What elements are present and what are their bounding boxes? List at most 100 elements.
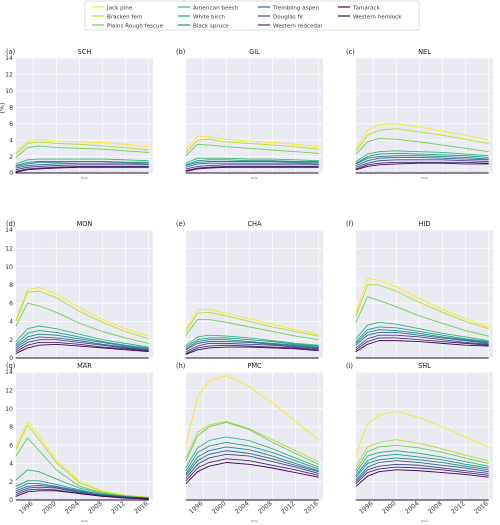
series-line-black-spruce [185, 446, 319, 474]
plot-area [186, 58, 323, 173]
series-line-western-redcedar [15, 342, 149, 353]
series-line-trembling-aspen [15, 336, 149, 351]
legend-label: Douglas fir [273, 14, 304, 20]
plot-area [16, 230, 153, 358]
series-line-trembling-aspen [355, 460, 489, 481]
series-line-douglas-fir [355, 159, 489, 168]
series-line-tamarack [15, 343, 149, 354]
y-tick-label: 14 [5, 369, 13, 376]
y-tick-label: 12 [5, 72, 13, 79]
y-tick-label: 6 [9, 300, 13, 307]
series-line-western-redcedar [185, 165, 319, 171]
x-tick-label: 2012 [280, 500, 297, 516]
series-line-bracken-fern [15, 424, 149, 498]
series-line-trembling-aspen [185, 162, 319, 168]
x-axis-label: time [81, 176, 88, 180]
plot-area [356, 372, 493, 500]
panel-letter: (e) [176, 220, 185, 228]
series-line-douglas-fir [185, 164, 319, 170]
legend-item-plains-rough-fescue: Plains Rough fescue [92, 23, 164, 29]
series-line-american-beech [185, 334, 319, 346]
series-line-jack-pine [15, 287, 149, 337]
series-line-trembling-aspen [355, 331, 489, 346]
series-line-bracken-fern [185, 311, 319, 337]
series-line-bracken-fern [185, 420, 319, 463]
panel-mar: 0 2 4 6 8 10 12 14 1996 2000 2004 2008 2012 2016 (g) MA… [5, 362, 153, 523]
x-tick-label: 2008 [87, 500, 104, 516]
y-tick-label: 12 [5, 387, 13, 394]
legend-box [84, 0, 420, 31]
x-axis-label: time [421, 519, 428, 523]
y-tick-label: 0 [9, 170, 13, 177]
y-tick-label: 10 [5, 264, 13, 271]
legend-label: Plains Rough fescue [107, 23, 164, 29]
panel-mon: 0 2 4 6 8 10 12 14(d) MON time [5, 220, 153, 365]
series-line-jack-pine [185, 309, 319, 335]
x-axis-label: time [251, 361, 258, 365]
series-line-western-redcedar [185, 458, 319, 482]
series-line-american-beech [355, 321, 489, 342]
series-line-white-birch [185, 159, 319, 166]
series-line-white-birch [355, 152, 489, 164]
panel-nel: (c) NEL time [346, 48, 493, 180]
y-tick-label: 0 [9, 355, 13, 362]
x-tick-label: 2016 [133, 500, 150, 516]
series-line-black-spruce [355, 457, 489, 478]
series-line-black-spruce [185, 161, 319, 167]
series-line-american-beech [185, 436, 319, 468]
series-line-tamarack [355, 340, 489, 353]
legend-item-american-beech: American beech [178, 5, 239, 11]
series-line-bracken-fern [355, 128, 489, 152]
x-tick-label: 1996 [358, 500, 375, 516]
series-line-american-beech [355, 450, 489, 474]
y-tick-label: 12 [5, 245, 13, 252]
panel-title: MON [77, 220, 93, 228]
legend-item-black-spruce: Black spruce [178, 23, 229, 29]
panel-letter: (g) [6, 362, 15, 370]
panel-title: NEL [418, 48, 431, 56]
series-line-black-spruce [15, 333, 149, 350]
series-line-trembling-aspen [15, 162, 149, 169]
series-line-white-birch [15, 330, 149, 349]
legend-item-douglas-fir: Douglas fir [258, 14, 304, 20]
panel-gil: (b) GIL time [176, 48, 323, 180]
legend-label: Western redcedar [273, 23, 323, 29]
y-axis-label: [%] [0, 103, 6, 114]
series-line-plains-rough-fescue [185, 143, 319, 157]
series-line-plains-rough-fescue [355, 138, 489, 155]
y-tick-label: 10 [5, 406, 13, 413]
panel-hid: (f) HID time [346, 220, 493, 365]
series-line-tamarack [355, 469, 489, 487]
legend-label: American beech [193, 5, 239, 11]
series-line-plains-rough-fescue [355, 296, 489, 337]
series-line-trembling-aspen [185, 450, 319, 476]
plot-area [186, 372, 323, 500]
panel-letter: (d) [6, 220, 15, 228]
series-line-american-beech [15, 325, 149, 348]
panel-letter: (c) [346, 48, 355, 56]
panel-letter: (b) [176, 48, 185, 56]
series-line-jack-pine [185, 375, 319, 446]
x-tick-label: 1996 [188, 500, 205, 516]
x-tick-label: 2000 [381, 500, 398, 516]
y-tick-label: 8 [9, 424, 13, 431]
legend-label: Black spruce [193, 23, 229, 29]
x-tick-label: 1996 [18, 500, 35, 516]
x-axis-label: time [251, 176, 258, 180]
series-line-jack-pine [355, 123, 489, 149]
x-tick-label: 2004 [404, 500, 421, 516]
legend-item-tamarack: Tamarack [338, 5, 381, 11]
series-line-western-redcedar [355, 466, 489, 484]
series-line-bracken-fern [185, 138, 319, 153]
series-line-western-redcedar [185, 344, 319, 354]
x-tick-label: 2000 [41, 500, 58, 516]
y-tick-label: 6 [9, 442, 13, 449]
legend-label: Trembling aspen [272, 5, 320, 11]
series-line-american-beech [185, 157, 319, 164]
series-line-douglas-fir [355, 334, 489, 349]
legend-item-trembling-aspen: Trembling aspen [258, 5, 320, 11]
series-line-douglas-fir [15, 339, 149, 351]
series-line-douglas-fir [185, 342, 319, 353]
series-line-tamarack [185, 166, 319, 172]
